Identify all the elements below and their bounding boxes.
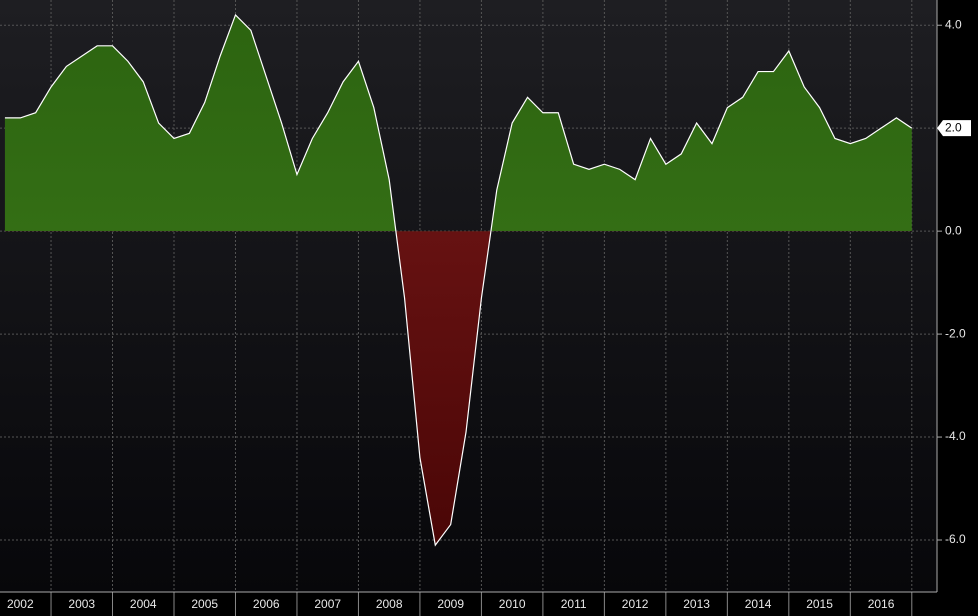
x-axis-strip [0, 592, 937, 616]
y-tick-label: 4.0 [945, 17, 962, 31]
area-negative [395, 231, 491, 546]
x-tick-label: 2002 [7, 597, 34, 611]
last-value-box [937, 120, 971, 137]
x-tick-label: 2015 [806, 597, 833, 611]
x-tick-label: 2004 [130, 597, 157, 611]
y-tick-label: -2.0 [945, 326, 966, 340]
x-tick-label: 2016 [868, 597, 895, 611]
x-tick-label: 2012 [622, 597, 649, 611]
y-tick-label: 0.0 [945, 223, 962, 237]
x-tick-label: 2009 [437, 597, 464, 611]
x-tick-label: 2005 [191, 597, 218, 611]
line [4, 13, 913, 547]
y-tick-label: -6.0 [945, 532, 966, 546]
last-value-label: 2.0 [945, 120, 962, 134]
x-tick-label: 2010 [499, 597, 526, 611]
x-tick-label: 2007 [314, 597, 341, 611]
x-tick-label: 2014 [745, 597, 772, 611]
x-tick-label: 2006 [253, 597, 280, 611]
x-tick-label: 2003 [68, 597, 95, 611]
x-tick-label: 2008 [376, 597, 403, 611]
x-tick-label: 2013 [683, 597, 710, 611]
area-positive [4, 14, 912, 232]
y-tick-label: -4.0 [945, 429, 966, 443]
x-tick-label: 2011 [561, 597, 587, 611]
